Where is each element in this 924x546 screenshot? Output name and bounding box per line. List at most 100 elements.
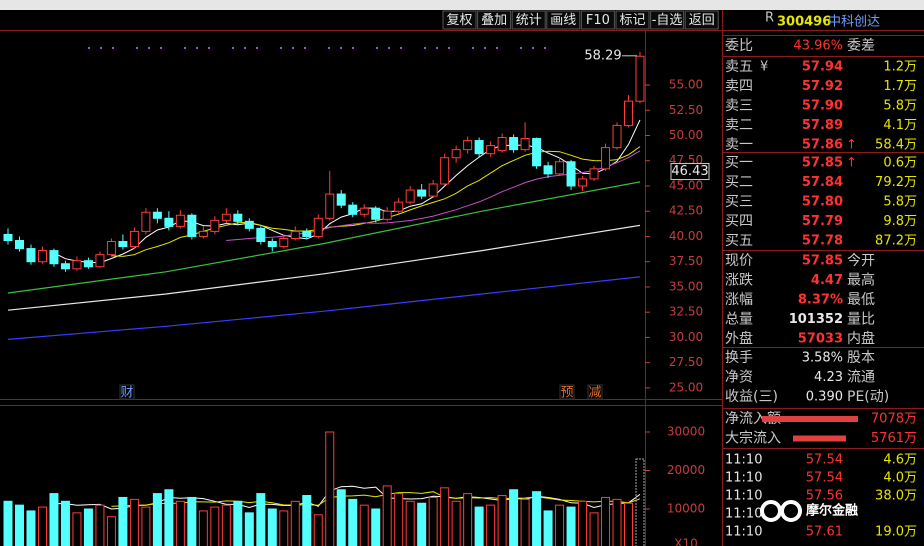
marker-dot: [496, 47, 498, 49]
candle-body: [555, 161, 565, 175]
volume-bar: [325, 431, 335, 546]
candle-body: [359, 207, 369, 215]
watermark: 摩尔金融: [806, 503, 858, 519]
candle-body: [543, 165, 553, 175]
toolbar-button[interactable]: [511, 10, 546, 30]
candle-body: [279, 237, 289, 248]
toolbar-button[interactable]: [615, 10, 650, 30]
watermark-logo: [780, 500, 802, 522]
quote-value: 4.47: [811, 273, 843, 288]
book-arrow: ↑: [846, 156, 857, 171]
candle-body: [589, 168, 599, 180]
y-tick-label: 27.50: [669, 355, 703, 369]
volume-bar: [187, 496, 197, 546]
event-marker-box: [559, 384, 575, 400]
volume-bar: [612, 498, 622, 546]
y-tick-label: 40.00: [669, 229, 703, 243]
volume-bar: [417, 502, 427, 546]
quote-label: 最高: [847, 272, 875, 289]
volume-bar: [371, 508, 381, 546]
candle-body: [175, 214, 185, 227]
trade-price: 57.61: [806, 525, 843, 540]
trade-volume: 19.0万: [875, 525, 917, 540]
marker-dot: [352, 47, 354, 49]
fund-label: 净资: [725, 370, 753, 386]
volume-bar: [118, 496, 128, 546]
volume-bar: [635, 458, 645, 546]
marker-dot: [88, 47, 90, 49]
volume-bar: [244, 512, 254, 546]
volume-tick-label: 20000: [667, 463, 705, 477]
volume-bar: [279, 510, 289, 546]
volume-bar: [233, 500, 243, 546]
candle-body: [187, 214, 197, 237]
book-price: 57.79: [802, 214, 843, 229]
trade-volume: 4.6万: [883, 453, 917, 468]
marker-dot: [544, 47, 546, 49]
volume-bar: [221, 504, 231, 546]
volume-bar: [83, 508, 93, 546]
flow-label: 大宗流入: [725, 431, 781, 447]
marker-dot: [340, 47, 342, 49]
volume-tick-label: 10000: [667, 502, 705, 516]
quote-label: 总量: [725, 312, 753, 328]
quote-label: 今开: [847, 253, 875, 269]
y-tick-label: 50.00: [669, 128, 703, 142]
marker-dot: [136, 47, 138, 49]
volume-bar: [290, 500, 300, 546]
book-label: 买三: [725, 194, 753, 210]
stock-badge: R: [765, 11, 774, 26]
marker-dot: [184, 47, 186, 49]
candle-body: [118, 241, 128, 248]
toolbar-button[interactable]: [442, 10, 477, 30]
book-volume: 4.1万: [883, 118, 917, 133]
toolbar-label: 叠加: [481, 13, 507, 28]
trade-volume: 38.0万: [875, 489, 917, 504]
volume-bar: [141, 506, 151, 546]
marker-dot: [520, 47, 522, 49]
book-volume: 87.2万: [875, 234, 917, 249]
toolbar-label: 标记: [619, 13, 645, 28]
volume-bar: [129, 498, 139, 546]
book-flag: ¥: [760, 60, 768, 75]
toolbar-button[interactable]: [580, 10, 615, 30]
book-price: 57.89: [802, 118, 843, 133]
marker-dot: [376, 47, 378, 49]
trade-price: 57.54: [806, 453, 843, 468]
toolbar-button[interactable]: [684, 10, 719, 30]
toolbar-button[interactable]: [477, 10, 512, 30]
candle-body: [371, 207, 381, 220]
candle-body: [601, 147, 611, 170]
fund-label: 股本: [847, 350, 875, 366]
marker-dot: [292, 47, 294, 49]
event-marker-box: [587, 384, 603, 400]
fund-label: PE(动): [847, 389, 889, 405]
volume-bar: [210, 506, 220, 546]
candle-body: [290, 230, 300, 239]
candle-body: [566, 161, 576, 187]
toolbar-button[interactable]: [546, 10, 581, 30]
volume-bar: [175, 500, 185, 546]
candle-body: [221, 213, 231, 221]
candle-body: [417, 189, 427, 197]
trade-price: 57.54: [806, 471, 843, 486]
book-price: 57.90: [802, 99, 843, 114]
book-volume: 79.2万: [875, 175, 917, 190]
quote-label: 现价: [725, 253, 753, 269]
candle-body: [26, 248, 36, 263]
flow-value: 5761万: [871, 431, 917, 446]
book-label: 卖五: [725, 59, 753, 75]
y-tick-label: 52.50: [669, 103, 703, 117]
candle-body: [60, 263, 70, 270]
candle-body: [72, 260, 82, 270]
candle-body: [440, 157, 450, 185]
event-marker: 预: [560, 386, 573, 401]
quote-label: 涨幅: [725, 292, 753, 308]
toolbar-button[interactable]: [650, 10, 685, 30]
book-label: 卖四: [725, 79, 753, 95]
candle-body: [83, 260, 93, 268]
fund-label: 流通: [847, 370, 875, 386]
volume-bar: [555, 504, 565, 546]
high-label: 58.29: [584, 48, 621, 63]
row-value: 43.96%: [793, 39, 843, 54]
